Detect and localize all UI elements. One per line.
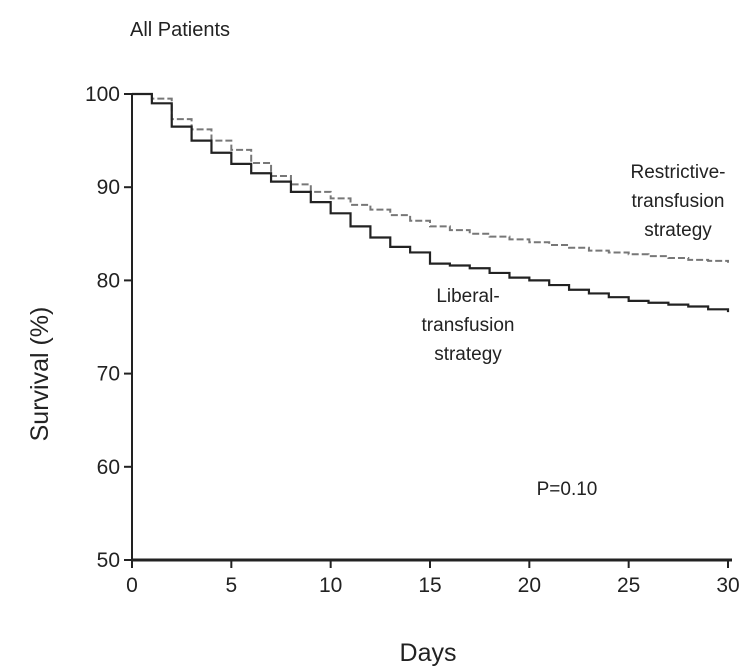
series-label-restrictive: strategy	[644, 220, 712, 241]
series-line-restrictive	[132, 93, 729, 263]
series-label-liberal: strategy	[434, 344, 502, 365]
series-label-liberal: Liberal-	[436, 286, 499, 307]
series-label-restrictive: Restrictive-	[630, 162, 725, 183]
y-tick-label: 60	[97, 456, 120, 479]
x-tick-label: 20	[518, 574, 541, 597]
y-tick-label: 50	[97, 549, 120, 572]
series-line-liberal	[132, 92, 730, 313]
series-label-restrictive: transfusion	[632, 191, 725, 212]
axes: 50 60 70 80 90 100 0 5 10 15 20 25 30	[85, 83, 740, 597]
x-axis-label: Days	[400, 639, 457, 667]
y-axis-label: Survival (%)	[26, 307, 54, 442]
y-tick-label: 90	[97, 176, 120, 199]
x-tick-label: 25	[617, 574, 640, 597]
x-tick-label: 0	[126, 574, 138, 597]
x-tick-label: 30	[716, 574, 739, 597]
series-label-liberal: transfusion	[422, 315, 515, 336]
y-tick-label: 70	[97, 363, 120, 386]
x-tick-label: 5	[225, 574, 237, 597]
y-tick-label: 80	[97, 269, 120, 292]
x-tick-label: 10	[319, 574, 342, 597]
p-value-annotation: P=0.10	[537, 479, 598, 500]
y-tick-label: 100	[85, 83, 120, 106]
series-layer: Restrictive-transfusion strategy Liberal-t…	[132, 92, 730, 365]
x-tick-label: 15	[418, 574, 441, 597]
chart-title: All Patients	[130, 19, 230, 41]
